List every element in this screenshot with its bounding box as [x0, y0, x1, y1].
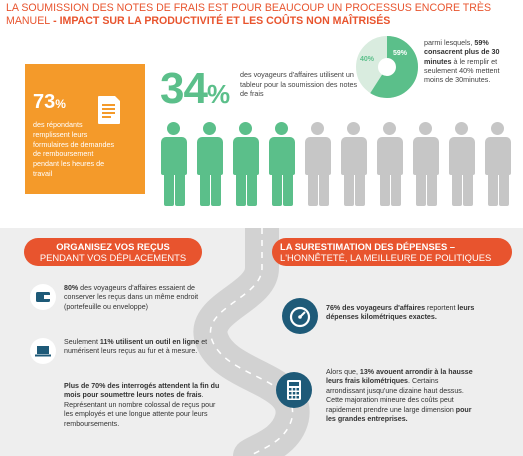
laptop-icon — [30, 338, 56, 364]
list-item-exact-mileage: 76% des voyageurs d'affaires reportent l… — [326, 304, 475, 322]
person-icon — [412, 122, 440, 208]
donut-label-small: 40% — [360, 56, 375, 63]
list-item-end-of-month: Plus de 70% des interrogés attendent la … — [64, 382, 220, 428]
person-icon — [340, 122, 368, 208]
calculator-icon — [276, 372, 312, 408]
page-headline: LA SOUMISSION DES NOTES DE FRAIS EST POU… — [6, 2, 516, 27]
stat-73-box: 73% des répondants remplissent leurs for… — [25, 64, 145, 194]
list-item-wallet: 80% des voyageurs d'affaires essaient de… — [64, 284, 199, 311]
headline-prefix: MANUEL — [6, 14, 51, 27]
person-icon — [448, 122, 476, 208]
bottom-section: ORGANISEZ VOS REÇUS PENDANT VOS DÉPLACEM… — [0, 228, 523, 456]
person-icon — [376, 122, 404, 208]
person-icon — [484, 122, 512, 208]
person-icon-highlighted — [232, 122, 260, 208]
wallet-icon — [30, 284, 56, 310]
person-icon-highlighted — [160, 122, 188, 208]
person-icon — [304, 122, 332, 208]
person-icon-highlighted — [268, 122, 296, 208]
stat-34-text: des voyageurs d'affaires utilisent un ta… — [240, 70, 358, 99]
donut-text: parmi lesquels, 59% consacrent plus de 3… — [424, 38, 500, 85]
headline-line1: LA SOUMISSION DES NOTES DE FRAIS EST POU… — [6, 2, 492, 14]
list-item-round-up: Alors que, 13% avouent arrondir à la hau… — [326, 368, 473, 424]
stat-73-value: 73% — [33, 91, 66, 113]
list-item-online-tool: Seulement 11% utilisent un outil en lign… — [64, 338, 208, 356]
donut-label-large: 59% — [393, 50, 408, 57]
stat-73-text: des répondants remplissent leurs formula… — [33, 120, 115, 178]
banner-overestimation: LA SURESTIMATION DES DÉPENSES – L'HONNÊT… — [272, 238, 512, 266]
speedometer-icon — [282, 298, 318, 334]
stat-34-value: 34% — [160, 64, 230, 113]
document-icon — [98, 95, 121, 124]
people-pictogram — [160, 122, 520, 212]
road-illustration — [193, 228, 310, 456]
banner-organize-receipts: ORGANISEZ VOS REÇUS PENDANT VOS DÉPLACEM… — [24, 238, 202, 266]
headline-line2: MANUEL - IMPACT SUR LA PRODUCTIVITÉ ET L… — [6, 15, 516, 28]
headline-impact: - IMPACT SUR LA PRODUCTIVITÉ ET LES COÛT… — [50, 14, 391, 27]
donut-chart — [356, 36, 418, 98]
person-icon-highlighted — [196, 122, 224, 208]
